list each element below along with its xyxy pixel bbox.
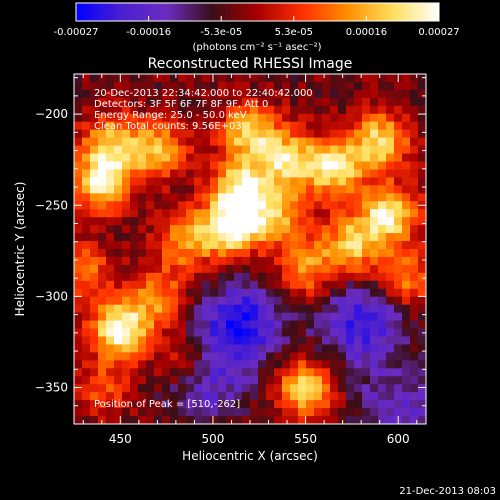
info-line-counts: Clean Total counts: 9.56E+03 [94,121,242,132]
y-tick-label: −300 [35,289,68,303]
x-tick-label: 500 [201,432,224,446]
footer-timestamp: 21-Dec-2013 08:03 [399,486,496,497]
x-tick-label: 550 [294,432,317,446]
colorbar-tick-label: 0.00027 [418,27,459,38]
info-block: 20-Dec-2013 22:34:42.000 to 22:40:42.000… [94,88,313,132]
y-axis-label: Heliocentric Y (arcsec) [13,182,27,317]
x-axis-label: Heliocentric X (arcsec) [182,449,318,463]
info-line-time: 20-Dec-2013 22:34:42.000 to 22:40:42.000 [94,88,313,99]
colorbar-ticks: -0.00027 -0.00016 -5.3e-05 5.3e-05 0.00016 0.… [54,16,460,38]
colorbar-tick-label: -5.3e-05 [200,27,242,38]
colorbar-units-label: (photons cm⁻² s⁻¹ asec⁻²) [192,42,321,53]
info-line-energy: Energy Range: 25.0 - 50.0 keV [94,110,247,121]
colorbar [75,2,440,22]
colorbar-tick-label: 0.00016 [346,27,387,38]
axis-ticks: 450 500 550 600 −200 −250 −300 −350 [35,74,426,446]
x-tick-label: 450 [109,432,132,446]
y-tick-label: −350 [35,381,68,395]
y-tick-label: −250 [35,198,68,212]
colorbar-tick-label: -0.00016 [126,27,171,38]
peak-position-label: Position of Peak = [510,-262] [94,399,240,410]
flux-image [74,74,426,424]
x-tick-label: 600 [387,432,410,446]
colorbar-tick-label: -0.00027 [54,27,99,38]
info-line-detectors: Detectors: 3F 5F 6F 7F 8F 9F, Att 0 [94,99,268,110]
colorbar-tick-label: 5.3e-05 [275,27,313,38]
image-title: Reconstructed RHESSI Image [148,56,353,72]
y-tick-label: −200 [35,107,68,121]
